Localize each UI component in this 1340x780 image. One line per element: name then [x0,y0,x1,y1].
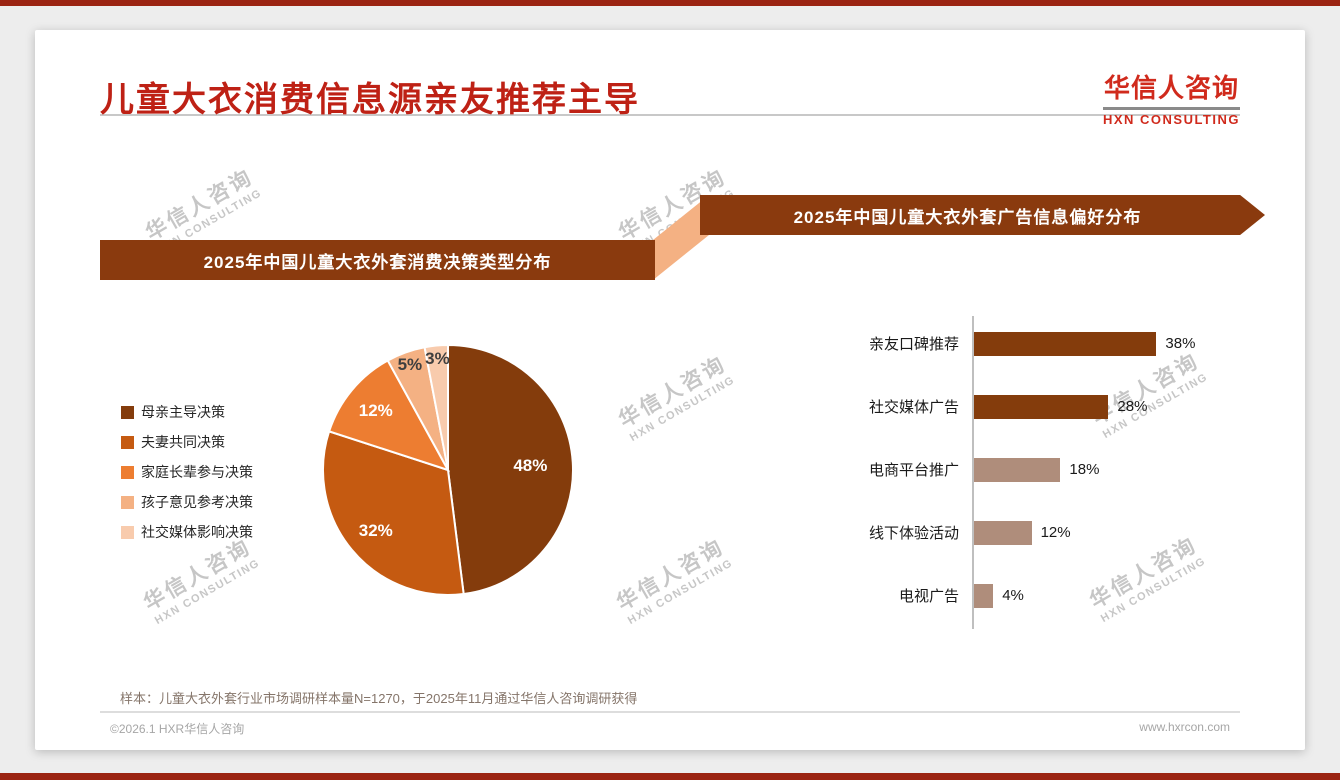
bar-row: 亲友口碑推荐 38% [815,312,1285,375]
bar-chart: 亲友口碑推荐 38% 社交媒体广告 28% 电商平台推广 18% 线下体验活动 12% 电视广告… [815,312,1285,629]
bar-category-label: 电商平台推广 [868,462,959,479]
bar-2 [974,457,1061,482]
legend-swatch [121,495,134,509]
legend-label: 母亲主导决策 [141,404,225,420]
bar-row: 线下体验活动 12% [815,501,1285,564]
footer-divider [100,711,1240,713]
pie-slice-4 [423,343,449,471]
bar-row: 电视广告 4% [815,564,1285,627]
pie-legend: 母亲主导决策 夫妻共同决策家庭长辈参与决策 孩子意见参考决策 社交媒体影响决策 [121,402,253,542]
legend-item: 母亲主导决策 [121,402,253,422]
logo-text-zh: 华信人咨询 [1103,73,1239,103]
pie-slice-label: 48% [513,456,547,475]
top-accent-strip [0,0,1340,6]
bar-value-label: 4% [1002,587,1024,604]
bar-4 [974,583,994,608]
legend-label: 社交媒体影响决策 [141,524,253,540]
pie-slice-2 [327,359,451,472]
pie-slice-1 [322,430,465,596]
bar-0 [974,331,1157,356]
legend-item: 孩子意见参考决策 [121,492,253,512]
legend-item: 家庭长辈参与决策 [121,462,253,482]
bar-row: 电商平台推广 18% [815,438,1285,501]
bar-value-label: 38% [1165,335,1196,352]
legend-swatch [121,525,134,539]
pie-chart: 48% 32% 12% 5% 3% [322,343,574,596]
bar-value-label: 18% [1069,461,1100,478]
pie-slice-label: 12% [359,401,393,420]
bar-3 [974,520,1032,545]
bar-category-label: 电视广告 [898,588,959,605]
footer-copyright: ©2026.1 HXR华信人咨询 [110,722,245,736]
logo-text-en: HXN CONSULTING [1102,107,1240,127]
bar-1 [974,394,1109,419]
bottom-accent-strip [0,773,1340,780]
sample-note: 样本：儿童大衣外套行业市场调研样本量N=1270，于2025年11月通过华信人咨… [120,691,638,706]
legend-item: 社交媒体影响决策 [121,522,253,542]
legend-item: 夫妻共同决策 [121,432,253,452]
pie-slice-label: 3% [425,349,450,368]
legend-label: 孩子意见参考决策 [141,494,253,510]
pie-slice-label: 5% [398,355,423,374]
page-title: 儿童大衣消费信息源亲友推荐主导 [100,81,640,119]
pie-chart-title-banner: 2025年中国儿童大衣外套消费决策类型分布 [100,240,655,280]
legend-label: 家庭长辈参与决策 [141,464,253,480]
pie-slice-0 [447,343,574,596]
bar-category-label: 社交媒体广告 [868,399,959,416]
bar-value-label: 28% [1117,398,1148,415]
bar-row: 社交媒体广告 28% [815,375,1285,438]
legend-swatch [121,435,134,449]
bar-value-label: 12% [1040,524,1071,541]
legend-swatch [121,405,134,419]
legend-swatch [121,465,134,479]
bar-chart-title-banner: 2025年中国儿童大衣外套广告信息偏好分布 [700,195,1265,235]
header-divider [100,114,1240,116]
legend-label: 夫妻共同决策 [141,434,225,450]
bar-category-label: 线下体验活动 [868,525,959,542]
footer-website: www.hxrcon.com [1139,720,1230,734]
pie-slice-label: 32% [359,521,393,540]
bar-chart-axis [972,316,974,629]
company-logo: 华信人咨询 HXN CONSULTING [1102,68,1240,127]
bar-category-label: 亲友口碑推荐 [868,336,959,353]
